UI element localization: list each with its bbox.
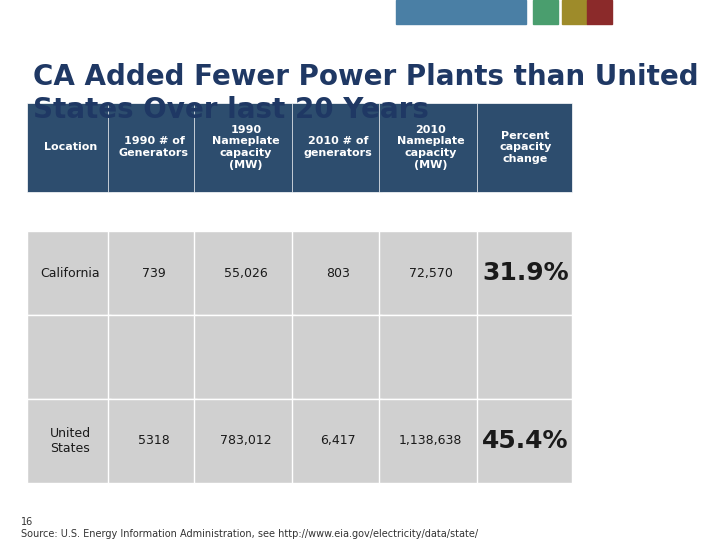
- FancyBboxPatch shape: [379, 231, 480, 315]
- Text: 55,026: 55,026: [224, 267, 268, 280]
- FancyBboxPatch shape: [108, 315, 197, 399]
- Text: 2010 # of
generators: 2010 # of generators: [304, 137, 373, 158]
- FancyBboxPatch shape: [292, 103, 382, 192]
- Text: 31.9%: 31.9%: [482, 261, 569, 285]
- FancyBboxPatch shape: [292, 315, 382, 399]
- FancyBboxPatch shape: [379, 399, 480, 483]
- FancyBboxPatch shape: [292, 231, 382, 315]
- Text: 739: 739: [142, 267, 166, 280]
- FancyBboxPatch shape: [194, 231, 295, 315]
- Text: 1,138,638: 1,138,638: [399, 434, 462, 447]
- Text: 1990 # of
Generators: 1990 # of Generators: [119, 137, 189, 158]
- Text: 45.4%: 45.4%: [482, 429, 569, 453]
- FancyBboxPatch shape: [477, 315, 572, 399]
- FancyBboxPatch shape: [27, 399, 111, 483]
- FancyBboxPatch shape: [477, 399, 572, 483]
- Text: Percent
capacity
change: Percent capacity change: [500, 131, 552, 164]
- FancyBboxPatch shape: [379, 315, 480, 399]
- FancyBboxPatch shape: [194, 399, 295, 483]
- FancyBboxPatch shape: [108, 103, 197, 192]
- Text: 2010
Nameplate
capacity
(MW): 2010 Nameplate capacity (MW): [397, 125, 464, 170]
- FancyBboxPatch shape: [27, 103, 111, 192]
- FancyBboxPatch shape: [292, 399, 382, 483]
- FancyBboxPatch shape: [27, 315, 111, 399]
- FancyBboxPatch shape: [194, 315, 295, 399]
- FancyBboxPatch shape: [27, 231, 111, 315]
- FancyBboxPatch shape: [194, 103, 295, 192]
- Text: 16
Source: U.S. Energy Information Administration, see http://www.eia.gov/electr: 16 Source: U.S. Energy Information Admin…: [22, 517, 479, 539]
- FancyBboxPatch shape: [108, 231, 197, 315]
- Text: 6,417: 6,417: [320, 434, 356, 447]
- Text: 5318: 5318: [138, 434, 170, 447]
- Text: 1990
Nameplate
capacity
(MW): 1990 Nameplate capacity (MW): [212, 125, 280, 170]
- Text: United
States: United States: [50, 427, 91, 455]
- Text: California: California: [40, 267, 100, 280]
- Text: CA Added Fewer Power Plants than United
States Over last 20 Years: CA Added Fewer Power Plants than United …: [33, 63, 698, 124]
- Text: 72,570: 72,570: [408, 267, 452, 280]
- Text: 783,012: 783,012: [220, 434, 272, 447]
- FancyBboxPatch shape: [108, 399, 197, 483]
- FancyBboxPatch shape: [477, 231, 572, 315]
- Text: Location: Location: [44, 142, 97, 152]
- FancyBboxPatch shape: [477, 103, 572, 192]
- Text: 803: 803: [326, 267, 350, 280]
- FancyBboxPatch shape: [379, 103, 480, 192]
